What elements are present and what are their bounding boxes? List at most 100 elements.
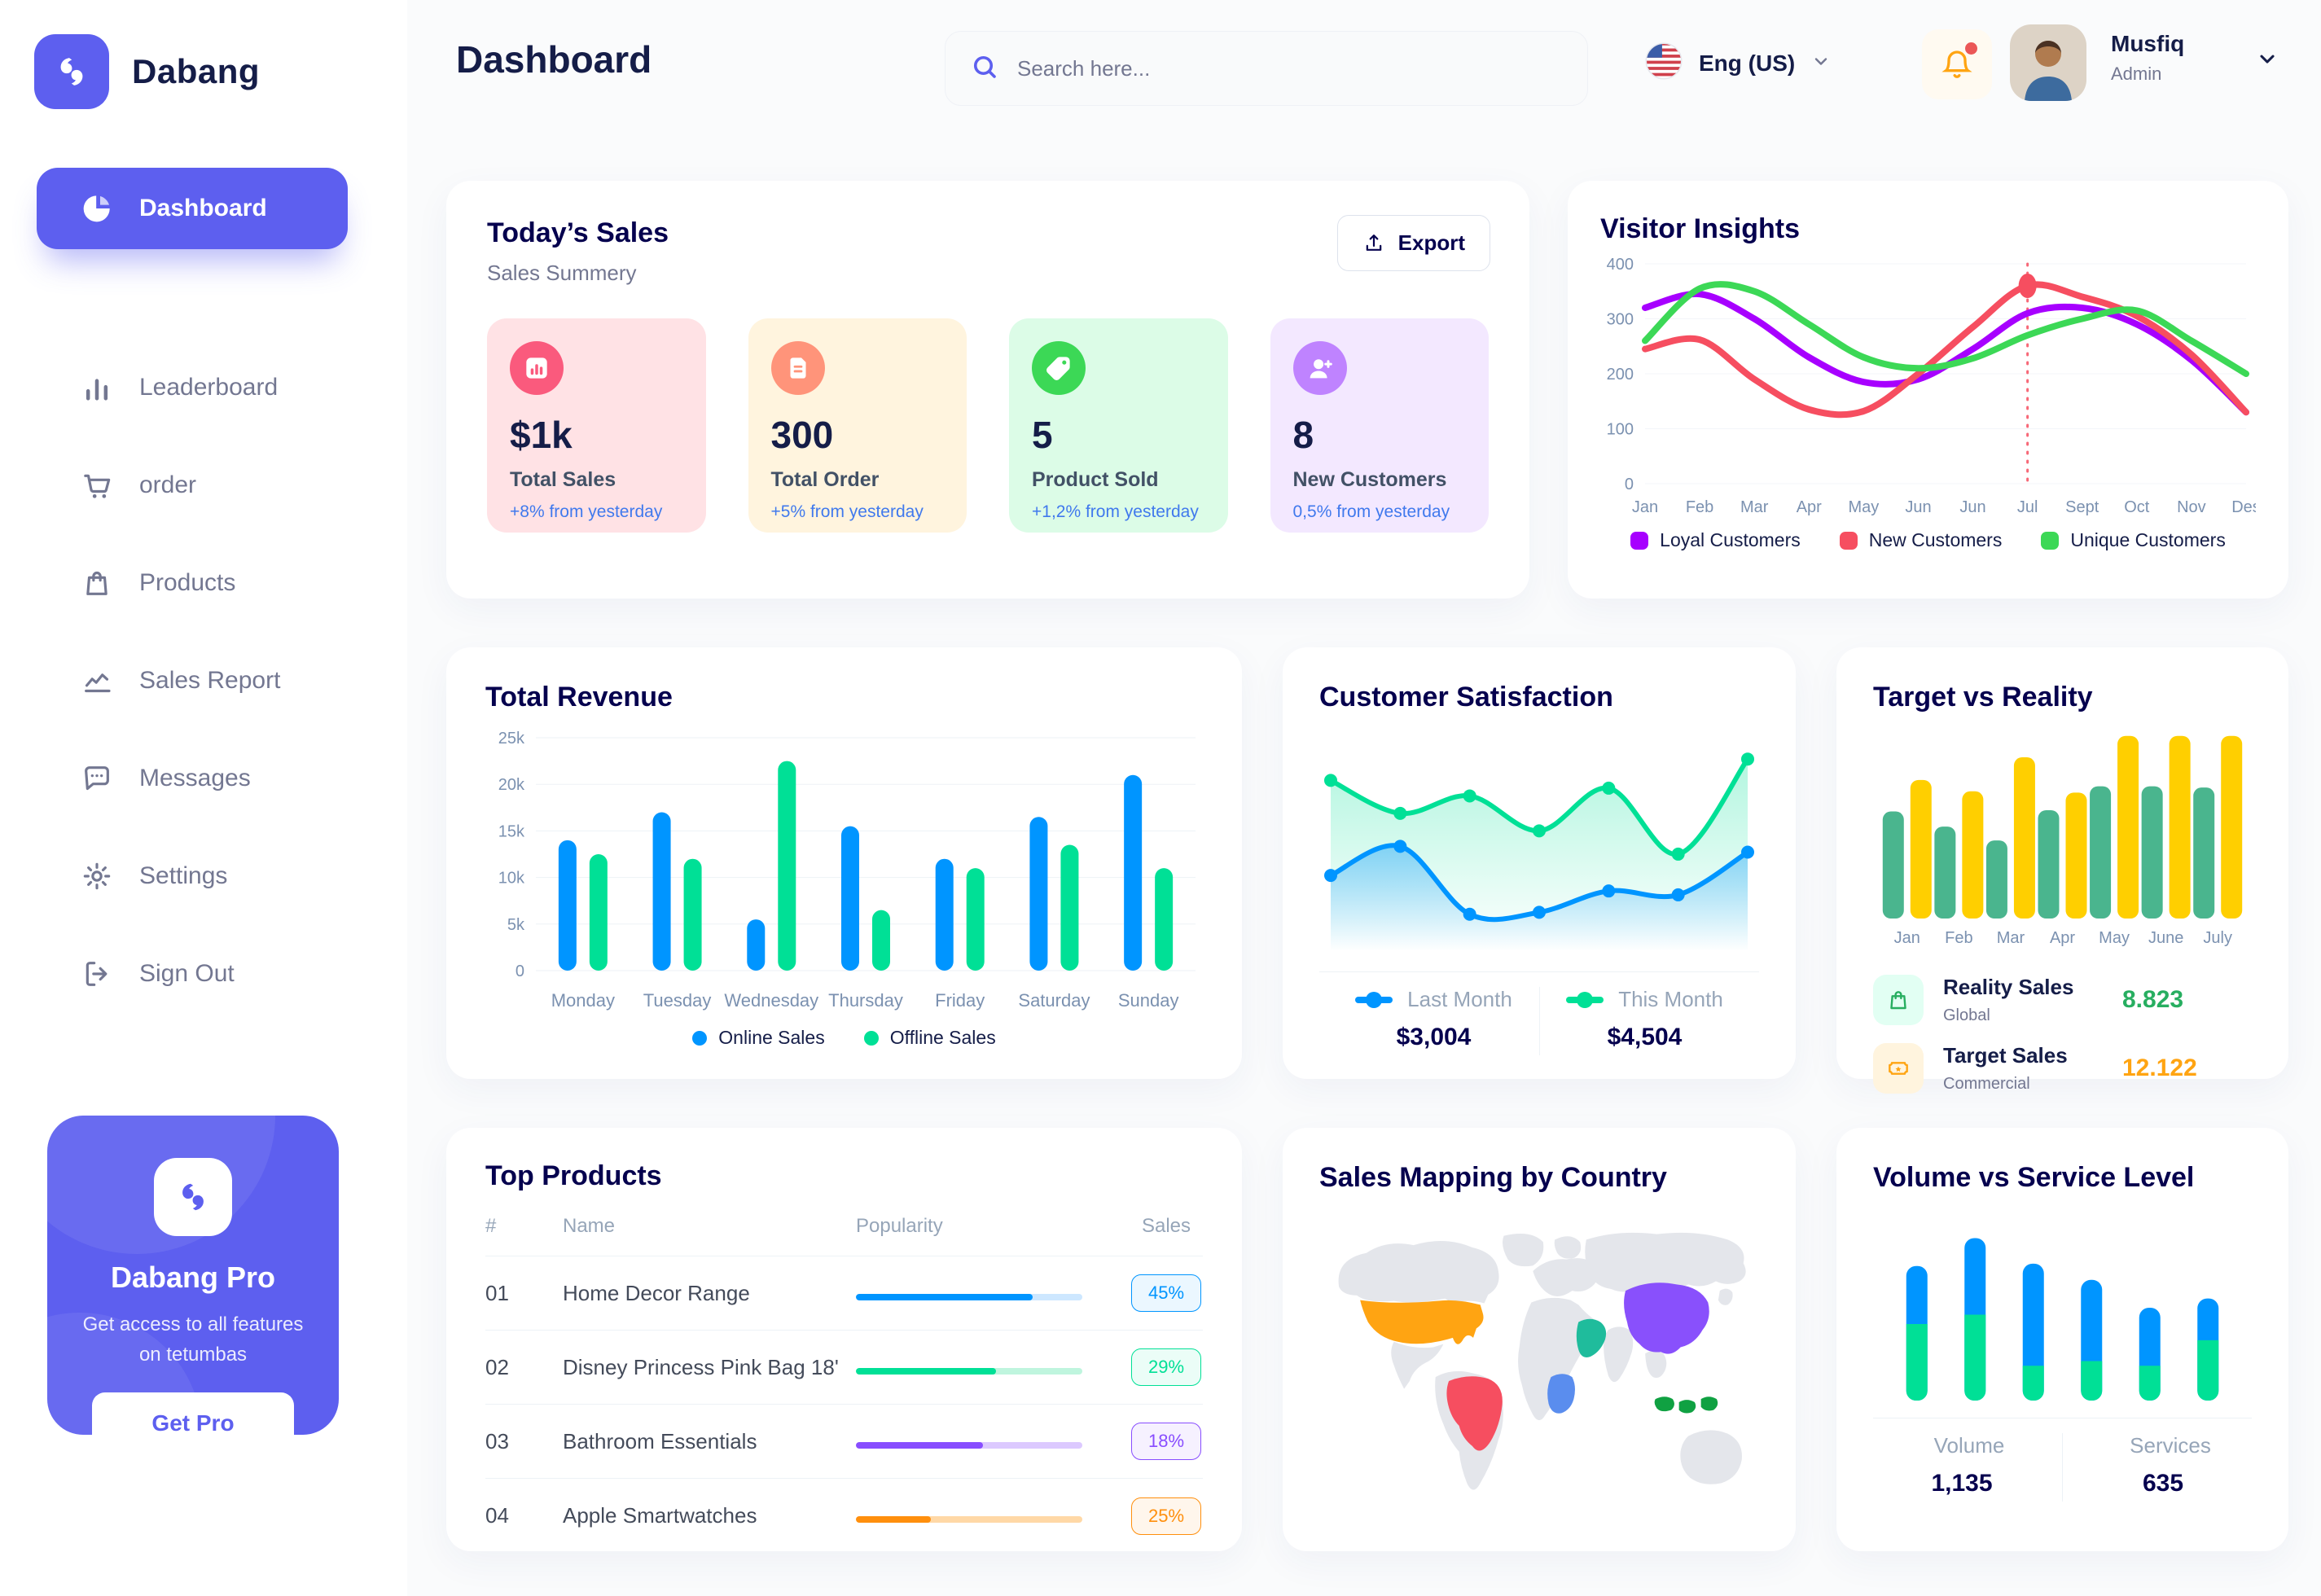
notifications-button[interactable] bbox=[1922, 29, 1992, 99]
sidebar-item-messages[interactable]: Messages bbox=[37, 738, 348, 819]
pro-logo-icon bbox=[154, 1158, 232, 1236]
card-title: Today’s Sales bbox=[487, 217, 669, 248]
user-chevron-down-icon[interactable] bbox=[2256, 47, 2279, 74]
svg-text:June: June bbox=[2148, 929, 2183, 947]
svg-text:May: May bbox=[2099, 929, 2130, 947]
sales-badge: 25% bbox=[1131, 1497, 1201, 1535]
stat-card-total-order: 300 Total Order +5% from yesterday bbox=[748, 318, 967, 533]
customer-satisfaction-card: Customer Satisfaction Last Month $3,004 … bbox=[1283, 647, 1796, 1079]
sidebar-item-label: Sign Out bbox=[139, 960, 235, 987]
language-label: Eng (US) bbox=[1699, 50, 1796, 76]
sidebar-item-products[interactable]: Products bbox=[37, 542, 348, 624]
pro-card: Dabang Pro Get access to all features on… bbox=[47, 1116, 339, 1435]
visitor-legend: Loyal Customers New Customers Unique Custo… bbox=[1600, 529, 2256, 551]
world-map bbox=[1338, 1232, 1746, 1490]
volume-vs-service-card: Volume vs Service Level Volume 1,135 Ser… bbox=[1836, 1128, 2288, 1551]
sales-mapping-card: Sales Mapping by Country bbox=[1283, 1128, 1796, 1551]
country-dr-congo bbox=[1547, 1374, 1575, 1414]
svg-text:0: 0 bbox=[516, 962, 524, 980]
revenue-legend: Online Sales Offline Sales bbox=[485, 1027, 1203, 1049]
search-input[interactable] bbox=[1017, 55, 1563, 81]
us-flag-icon bbox=[1645, 42, 1683, 84]
stat-delta: +8% from yesterday bbox=[510, 502, 663, 521]
visitor-insights-chart: 0 100 200 300 400 Jan Feb Mar Apr May Jun Jun Jul Sep… bbox=[1607, 256, 2261, 516]
svg-text:15k: 15k bbox=[498, 822, 525, 840]
total-revenue-card: Total Revenue 0 5k 10k 15k 20k 25k Monday Tuesd… bbox=[446, 647, 1242, 1079]
legend-volume: Volume 1,135 bbox=[1931, 1433, 2005, 1497]
legend-last-month: Last Month $3,004 bbox=[1340, 987, 1528, 1051]
svg-text:Jun: Jun bbox=[1905, 498, 1931, 516]
svg-text:Jul: Jul bbox=[2017, 498, 2038, 516]
avatar[interactable] bbox=[2010, 24, 2086, 101]
svg-text:Apr: Apr bbox=[2050, 929, 2075, 947]
svg-text:Apr: Apr bbox=[1797, 498, 1822, 516]
stat-value: 8 bbox=[1292, 414, 1314, 456]
legend-item: New Customers bbox=[1839, 529, 2002, 551]
svg-text:0: 0 bbox=[1625, 476, 1634, 493]
sales-badge: 18% bbox=[1131, 1423, 1201, 1460]
total-revenue-chart: 0 5k 10k 15k 20k 25k Monday Tuesday Wednesday Thu… bbox=[498, 730, 1196, 1011]
card-subtitle: Sales Summery bbox=[487, 261, 637, 285]
product-rank: 03 bbox=[485, 1428, 509, 1454]
last-month-total: $3,004 bbox=[1396, 1024, 1472, 1050]
dashboard-icon bbox=[79, 191, 115, 226]
svg-text:Oct: Oct bbox=[2124, 498, 2150, 516]
messages-icon bbox=[79, 761, 115, 796]
brand-name: Dabang bbox=[132, 52, 261, 90]
pro-title: Dabang Pro bbox=[110, 1261, 276, 1294]
country-united-states bbox=[1360, 1300, 1484, 1344]
sidebar-item-order[interactable]: order bbox=[37, 445, 348, 526]
satisfaction-legend: Last Month $3,004 This Month $4,504 bbox=[1319, 987, 1759, 1055]
sidebar: Dabang Dashboard Leaderboard order Products… bbox=[0, 0, 407, 1596]
stat-value: $1k bbox=[510, 414, 573, 456]
stat-delta: +5% from yesterday bbox=[770, 502, 924, 521]
user-name: Musfiq bbox=[2111, 31, 2185, 56]
sidebar-item-settings[interactable]: Settings bbox=[37, 835, 348, 917]
stat-value: 5 bbox=[1032, 414, 1053, 456]
table-row: 02 Disney Princess Pink Bag 18' 29% bbox=[485, 1331, 1203, 1405]
sidebar-item-label: Leaderboard bbox=[139, 374, 279, 401]
svg-text:100: 100 bbox=[1607, 421, 1634, 439]
stat-label: Product Sold bbox=[1032, 468, 1159, 491]
stat-label: New Customers bbox=[1292, 468, 1447, 491]
svg-text:10k: 10k bbox=[498, 870, 525, 888]
user-menu[interactable]: Musfiq Admin bbox=[2111, 31, 2184, 85]
svg-text:July: July bbox=[2203, 929, 2232, 947]
product-rank: 04 bbox=[485, 1503, 509, 1528]
divider bbox=[1319, 971, 1759, 972]
sidebar-item-label: Messages bbox=[139, 765, 251, 791]
card-title: Customer Satisfaction bbox=[1319, 682, 1613, 712]
svg-text:5k: 5k bbox=[507, 916, 525, 934]
notification-dot bbox=[1965, 42, 1977, 55]
stat-card-new-customers: 8 New Customers 0,5% from yesterday bbox=[1270, 318, 1489, 533]
stat-value: 300 bbox=[770, 414, 834, 456]
export-button[interactable]: Export bbox=[1336, 215, 1490, 271]
sales-icon bbox=[510, 341, 564, 395]
sidebar-item-dashboard[interactable]: Dashboard bbox=[37, 168, 348, 249]
popularity-bar bbox=[856, 1367, 1082, 1375]
country-saudi-arabia bbox=[1576, 1318, 1607, 1357]
sidebar-item-sales-report[interactable]: Sales Report bbox=[37, 640, 348, 721]
stat-card-product-sold: 5 Product Sold +1,2% from yesterday bbox=[1009, 318, 1228, 533]
product-name: Apple Smartwatches bbox=[563, 1503, 757, 1528]
popularity-bar bbox=[856, 1516, 1082, 1523]
language-selector[interactable]: Eng (US) bbox=[1645, 42, 1831, 84]
brand: Dabang bbox=[0, 0, 407, 109]
svg-text:Des: Des bbox=[2231, 498, 2256, 516]
sales-badge: 29% bbox=[1131, 1348, 1201, 1386]
sidebar-item-leaderboard[interactable]: Leaderboard bbox=[37, 347, 348, 428]
stat-label: Total Order bbox=[770, 468, 880, 491]
svg-text:Monday: Monday bbox=[551, 990, 615, 1011]
legend-marker-blue bbox=[1355, 991, 1393, 1008]
sidebar-item-label: Sales Report bbox=[139, 667, 281, 694]
svg-text:Nov: Nov bbox=[2177, 498, 2206, 516]
search-bar[interactable] bbox=[945, 31, 1588, 106]
product-name: Bathroom Essentials bbox=[563, 1428, 757, 1454]
ticket-icon bbox=[1873, 1043, 1924, 1094]
bell-icon bbox=[1941, 50, 1972, 78]
sidebar-item-sign-out[interactable]: Sign Out bbox=[37, 933, 348, 1015]
country-indonesia bbox=[1654, 1396, 1718, 1414]
card-title: Total Revenue bbox=[485, 682, 673, 712]
get-pro-button[interactable]: Get Pro bbox=[92, 1392, 294, 1435]
legend-services: Services 635 bbox=[2130, 1433, 2211, 1497]
